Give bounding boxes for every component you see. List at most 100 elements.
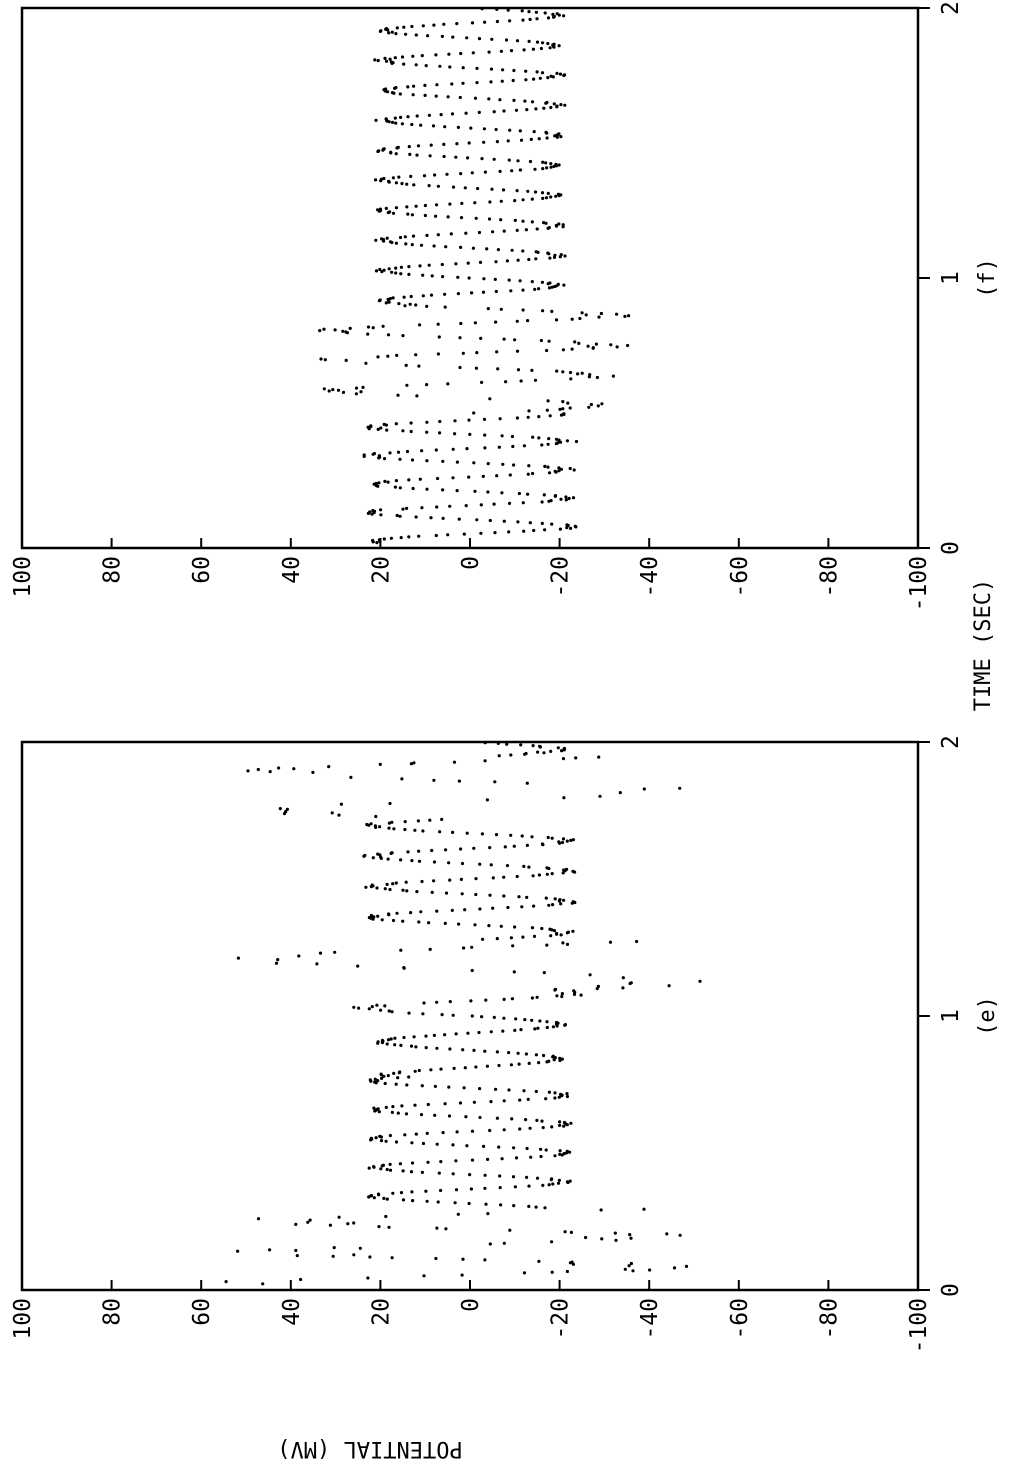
data-point <box>470 945 474 949</box>
data-point <box>417 849 421 853</box>
data-point <box>462 1086 466 1090</box>
data-point <box>569 526 573 531</box>
data-point <box>542 493 546 497</box>
data-point <box>558 1152 562 1156</box>
data-point <box>488 1242 492 1246</box>
data-point <box>410 243 414 247</box>
data-point <box>552 929 557 933</box>
data-point <box>415 890 419 894</box>
data-point <box>519 743 523 747</box>
data-point <box>419 910 423 914</box>
y-axis-title: POTENTIAL (MV) <box>277 1436 462 1461</box>
data-point <box>419 123 423 127</box>
data-point <box>391 296 395 300</box>
data-point <box>399 858 403 862</box>
data-point <box>374 481 378 486</box>
data-point <box>455 22 459 26</box>
data-point <box>509 936 513 940</box>
data-point <box>438 419 442 424</box>
data-point <box>470 171 474 175</box>
data-point <box>412 84 416 88</box>
data-point <box>621 976 625 980</box>
data-point <box>521 501 525 505</box>
data-point <box>526 472 530 476</box>
data-point <box>542 971 546 975</box>
data-point <box>549 74 553 78</box>
data-point <box>413 828 417 832</box>
x-axis-ticks: 0 1 2 <box>918 735 964 1297</box>
data-point <box>389 150 393 154</box>
data-point <box>447 1114 452 1118</box>
data-point <box>500 79 504 83</box>
data-point <box>540 280 545 284</box>
data-point <box>409 1044 414 1048</box>
data-point <box>510 434 514 439</box>
data-point <box>454 1159 458 1163</box>
data-point <box>515 39 520 43</box>
data-point <box>379 426 383 430</box>
data-point <box>443 292 447 296</box>
data-point <box>554 437 559 441</box>
data-point <box>349 775 353 780</box>
data-point <box>369 424 373 428</box>
data-point <box>545 348 549 353</box>
data-point <box>246 769 250 773</box>
data-point <box>502 894 506 898</box>
data-point <box>373 58 377 62</box>
data-point <box>558 407 562 411</box>
data-point <box>394 86 398 90</box>
data-point <box>451 1172 455 1176</box>
data-point <box>376 59 380 63</box>
data-point <box>461 66 465 70</box>
data-point <box>500 1157 504 1161</box>
data-point <box>461 81 465 85</box>
data-point <box>422 174 427 178</box>
data-point <box>698 979 702 983</box>
data-point <box>378 298 382 302</box>
data-point <box>516 258 520 262</box>
data-point <box>547 903 551 907</box>
data-point <box>341 390 346 394</box>
data-point <box>446 95 450 99</box>
data-point <box>618 791 622 795</box>
data-point <box>509 289 513 293</box>
data-point <box>409 429 413 434</box>
data-point <box>561 757 566 761</box>
data-point <box>615 312 619 316</box>
data-point <box>541 196 545 200</box>
data-point <box>416 819 420 823</box>
data-point <box>398 486 402 490</box>
data-point <box>648 1268 652 1272</box>
data-point <box>512 970 516 974</box>
data-point <box>330 811 334 815</box>
data-point <box>466 156 470 160</box>
data-point <box>561 223 565 227</box>
data-point <box>278 807 282 811</box>
data-point <box>550 309 554 313</box>
y-tick-label: 80 <box>100 556 126 584</box>
data-point <box>486 1212 490 1216</box>
data-point <box>414 33 418 37</box>
data-point <box>367 916 371 920</box>
data-point <box>420 879 424 884</box>
data-point <box>369 1193 374 1198</box>
data-point <box>459 51 463 56</box>
data-point <box>544 130 548 134</box>
data-point <box>454 1032 458 1036</box>
data-point <box>549 165 553 169</box>
data-point <box>455 1130 459 1134</box>
data-point <box>521 288 525 292</box>
data-point <box>495 474 499 478</box>
data-point <box>513 925 517 929</box>
data-point <box>580 311 584 315</box>
data-point <box>565 1149 569 1153</box>
data-point <box>541 1126 545 1130</box>
data-point <box>556 192 561 196</box>
data-point <box>333 950 337 954</box>
data-point <box>467 418 471 422</box>
data-point <box>493 531 497 535</box>
data-point <box>482 127 486 131</box>
data-point <box>427 184 431 188</box>
data-point <box>374 118 378 122</box>
data-point <box>464 1115 468 1119</box>
